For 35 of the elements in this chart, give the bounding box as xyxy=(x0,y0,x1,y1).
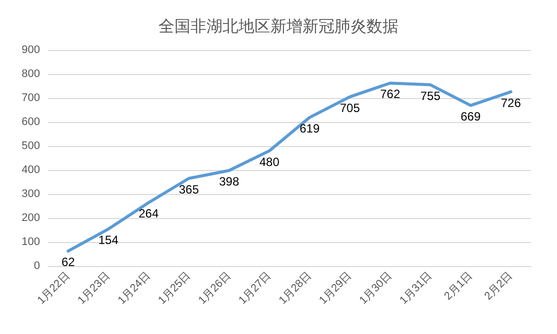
y-tick-label: 100 xyxy=(22,236,40,248)
x-tick-label: 2月2日 xyxy=(482,270,516,302)
x-tick-label: 1月30日 xyxy=(357,270,394,307)
x-tick-label: 2月1日 xyxy=(442,270,475,302)
y-tick-label: 600 xyxy=(22,116,40,128)
data-label: 62 xyxy=(61,255,76,270)
data-label: 398 xyxy=(219,174,240,188)
x-tick-label: 1月28日 xyxy=(276,270,314,307)
y-tick-label: 400 xyxy=(22,164,40,176)
data-label: 755 xyxy=(420,88,441,103)
data-label: 726 xyxy=(500,96,522,110)
x-tick-label: 1月31日 xyxy=(398,270,435,307)
y-tick-label: 200 xyxy=(22,212,40,224)
data-label: 264 xyxy=(138,206,159,221)
x-tick-label: 1月26日 xyxy=(196,270,234,307)
y-tick-label: 500 xyxy=(22,140,40,152)
y-tick-label: 0 xyxy=(34,260,40,272)
data-label: 619 xyxy=(300,121,320,136)
y-tick-label: 800 xyxy=(22,68,40,80)
x-tick-label: 1月23日 xyxy=(76,270,113,307)
data-label: 154 xyxy=(98,233,119,248)
data-label: 480 xyxy=(259,154,280,169)
x-tick-label: 1月22日 xyxy=(35,270,72,307)
x-tick-label: 1月25日 xyxy=(156,270,194,307)
x-tick-label: 1月24日 xyxy=(116,270,153,307)
x-tick-label: 1月27日 xyxy=(236,270,274,307)
y-tick-label: 900 xyxy=(22,44,40,56)
data-label: 705 xyxy=(340,100,360,115)
y-tick-label: 300 xyxy=(22,188,40,200)
x-tick-label: 1月29日 xyxy=(317,270,354,307)
data-label: 762 xyxy=(380,87,400,102)
data-label: 669 xyxy=(460,109,481,124)
data-label: 365 xyxy=(178,182,200,196)
chart-title: 全国非湖北地区新增新冠肺炎数据 xyxy=(158,18,398,36)
y-tick-label: 700 xyxy=(22,92,40,104)
